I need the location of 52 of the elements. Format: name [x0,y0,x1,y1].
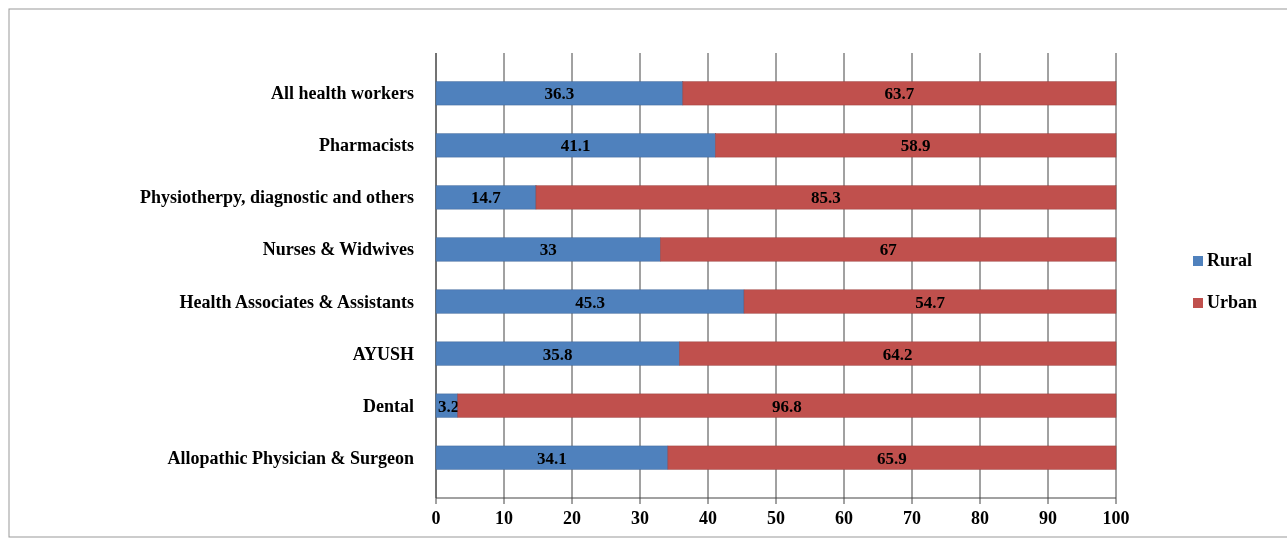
bar [743,289,1117,314]
legend-label: Rural [1207,250,1252,270]
x-tick-label: 50 [767,508,785,528]
x-tick-label: 100 [1102,508,1130,528]
bar [679,341,1117,366]
y-tick-label: Allopathic Physician & Surgeon [167,447,414,468]
bar [435,185,537,210]
x-tick-label: 70 [903,508,921,528]
data-label: 3.2 [438,396,460,416]
bar [435,81,684,106]
bar [435,289,745,314]
data-label: 64.2 [882,344,913,364]
data-label: 34.1 [537,448,567,468]
x-tick-label: 30 [631,508,649,528]
data-label: 63.7 [884,84,915,104]
data-label: 14.7 [471,188,502,208]
y-tick-label: Nurses & Widwives [262,239,414,260]
x-tick-label: 0 [431,508,441,528]
y-tick-label: Dental [363,395,414,416]
bar [435,237,661,262]
bar [660,237,1117,262]
y-tick-label: Pharmacists [319,135,414,156]
data-label: 33 [539,240,557,260]
data-label: 45.3 [575,292,605,312]
bar [682,81,1117,106]
x-tick-label: 60 [835,508,853,528]
data-label: 36.3 [544,84,575,104]
y-tick-label: All health workers [271,83,414,104]
data-label: 65.9 [877,448,907,468]
legend-label: Urban [1207,292,1258,312]
data-label: 58.9 [900,136,931,156]
x-tick-label: 10 [495,508,513,528]
y-tick-label: AYUSH [352,343,414,364]
y-tick-label: Health Associates & Assistants [179,291,414,312]
data-label: 96.8 [772,396,802,416]
y-tick-label: Physiotherpy, diagnostic and others [139,187,414,208]
x-tick-label: 90 [1039,508,1057,528]
data-label: 85.3 [811,188,841,208]
data-label: 67 [879,240,898,260]
bar [457,393,1117,418]
bar [715,133,1117,158]
bar [435,341,680,366]
data-label: 54.7 [915,292,946,312]
bar [535,185,1117,210]
data-label: 35.8 [542,344,573,364]
data-label: 41.1 [560,136,591,156]
x-tick-label: 80 [971,508,989,528]
bar [435,133,716,158]
x-tick-label: 40 [699,508,717,528]
bar [435,445,669,470]
bar [667,445,1117,470]
x-tick-label: 20 [563,508,581,528]
